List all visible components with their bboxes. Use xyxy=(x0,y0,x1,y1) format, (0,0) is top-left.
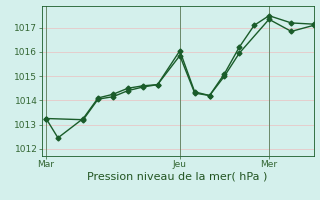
X-axis label: Pression niveau de la mer( hPa ): Pression niveau de la mer( hPa ) xyxy=(87,172,268,182)
